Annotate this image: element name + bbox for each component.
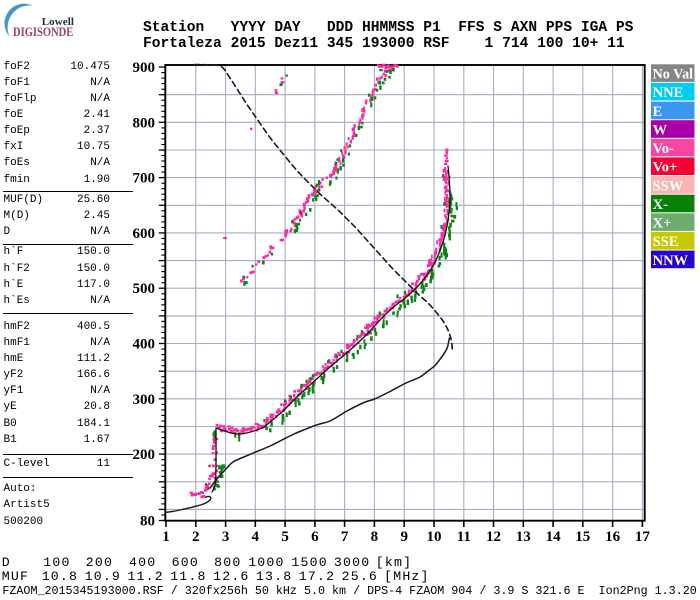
svg-text:8: 8: [371, 529, 379, 545]
svg-text:SSW: SSW: [653, 178, 684, 194]
svg-text:E: E: [653, 104, 663, 120]
svg-text:300: 300: [133, 392, 156, 408]
svg-text:X-: X-: [653, 197, 668, 213]
svg-text:11: 11: [457, 529, 471, 545]
svg-text:80: 80: [140, 514, 155, 530]
svg-text:12: 12: [486, 529, 501, 545]
svg-text:NNW: NNW: [653, 253, 689, 269]
svg-text:14: 14: [546, 529, 562, 545]
svg-text:500: 500: [133, 281, 156, 297]
svg-text:W: W: [653, 122, 668, 138]
svg-text:4: 4: [252, 529, 260, 545]
svg-text:10: 10: [427, 529, 442, 545]
svg-text:1: 1: [162, 529, 170, 545]
svg-text:2: 2: [192, 529, 200, 545]
svg-text:Vo+: Vo+: [653, 160, 678, 176]
svg-text:9: 9: [400, 529, 408, 545]
svg-text:6: 6: [311, 529, 319, 545]
svg-text:16: 16: [605, 529, 621, 545]
svg-text:5: 5: [281, 529, 289, 545]
svg-text:13: 13: [516, 529, 531, 545]
svg-text:900: 900: [133, 60, 156, 76]
svg-text:400: 400: [133, 337, 156, 353]
svg-text:NNE: NNE: [653, 85, 684, 101]
svg-text:600: 600: [133, 226, 156, 242]
svg-text:200: 200: [133, 447, 156, 463]
svg-text:17: 17: [635, 529, 651, 545]
svg-text:X+: X+: [653, 216, 672, 232]
svg-text:3: 3: [222, 529, 230, 545]
svg-text:7: 7: [341, 529, 349, 545]
svg-text:800: 800: [133, 115, 156, 131]
svg-text:Vo-: Vo-: [653, 141, 674, 157]
svg-text:SSE: SSE: [653, 234, 679, 250]
svg-text:700: 700: [133, 171, 156, 187]
svg-text:No Val: No Val: [653, 67, 694, 83]
svg-text:15: 15: [575, 529, 590, 545]
